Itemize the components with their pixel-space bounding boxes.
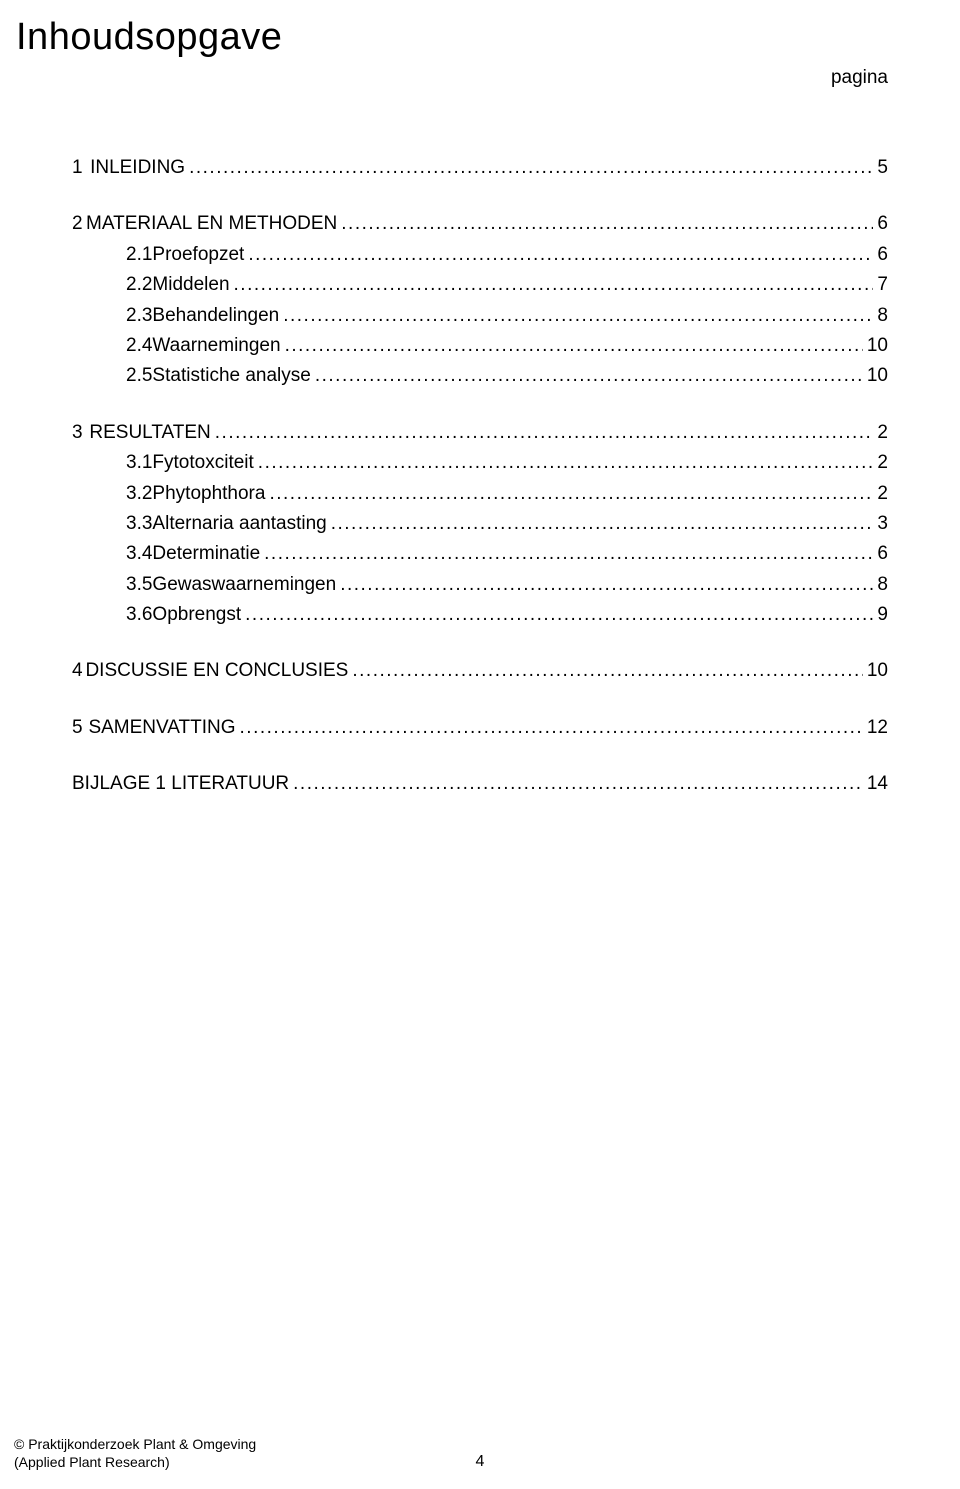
toc-entry-page: 2 (873, 448, 888, 478)
toc-leader-dots: ........................................… (336, 570, 873, 600)
toc-entry-number: 3 (72, 418, 89, 448)
toc-leader-dots: ........................................… (230, 270, 874, 300)
toc-entry-label: Waarnemingen (152, 331, 280, 361)
toc-entry-number: 2.5 (72, 361, 152, 391)
toc-entry-label: Fytotoxciteit (152, 448, 253, 478)
toc-row: 2.5Statistiche analyse..................… (72, 361, 888, 391)
toc-row: 5SAMENVATTING...........................… (72, 713, 888, 743)
toc-leader-dots: ........................................… (327, 509, 874, 539)
toc-row: 3.4Determinatie.........................… (72, 539, 888, 569)
toc-entry-number: 4 (72, 656, 85, 686)
toc-entry-page: 6 (873, 240, 888, 270)
toc-entry-label: Gewaswaarnemingen (152, 570, 336, 600)
toc-leader-dots: ........................................… (254, 448, 874, 478)
toc-leader-dots: ........................................… (265, 479, 873, 509)
toc-entry-number: 2.1 (72, 240, 152, 270)
toc-row: 3.1Fytotoxciteit........................… (72, 448, 888, 478)
toc-entry-number: 3.2 (72, 479, 152, 509)
toc-entry-page: 2 (873, 479, 888, 509)
toc-entry-number: 3.6 (72, 600, 152, 630)
toc-entry-number: 1 (72, 153, 90, 183)
toc-leader-dots: ........................................… (236, 713, 863, 743)
toc-entry-number: 2.4 (72, 331, 152, 361)
toc-entry-number: 2 (72, 209, 86, 239)
toc-entry-page: 5 (873, 153, 888, 183)
toc-leader-dots: ........................................… (241, 600, 873, 630)
toc-entry-page: 14 (863, 769, 888, 799)
toc-leader-dots: ........................................… (311, 361, 863, 391)
toc-entry-number: 3.3 (72, 509, 152, 539)
toc-row: 2.4Waarnemingen.........................… (72, 331, 888, 361)
toc-row: 2MATERIAAL EN METHODEN..................… (72, 209, 888, 239)
toc-entry-page: 9 (873, 600, 888, 630)
toc-entry-label: Determinatie (152, 539, 260, 569)
toc-entry-number: 3.4 (72, 539, 152, 569)
table-of-contents: 1INLEIDING..............................… (72, 153, 888, 800)
toc-entry-label: Statistiche analyse (152, 361, 310, 391)
toc-entry-page: 12 (863, 713, 888, 743)
toc-leader-dots: ........................................… (289, 769, 863, 799)
pagina-label: pagina (72, 67, 888, 89)
toc-row: 3RESULTATEN.............................… (72, 418, 888, 448)
toc-leader-dots: ........................................… (279, 301, 873, 331)
toc-row: 1INLEIDING..............................… (72, 153, 888, 183)
page-title: Inhoudsopgave (16, 16, 888, 59)
toc-entry-page: 10 (863, 361, 888, 391)
toc-entry-label: BIJLAGE 1 LITERATUUR (72, 769, 289, 799)
toc-entry-number: 3.1 (72, 448, 152, 478)
toc-entry-page: 2 (873, 418, 888, 448)
toc-leader-dots: ........................................… (281, 331, 863, 361)
toc-leader-dots: ........................................… (185, 153, 873, 183)
toc-entry-page: 7 (873, 270, 888, 300)
toc-leader-dots: ........................................… (211, 418, 874, 448)
footer-line-1: © Praktijkonderzoek Plant & Omgeving (14, 1436, 256, 1454)
toc-row: 2.2Middelen.............................… (72, 270, 888, 300)
toc-row: 4DISCUSSIE EN CONCLUSIES................… (72, 656, 888, 686)
toc-leader-dots: ........................................… (260, 539, 873, 569)
toc-leader-dots: ........................................… (348, 656, 863, 686)
toc-entry-label: Proefopzet (152, 240, 244, 270)
page: Inhoudsopgave pagina 1INLEIDING.........… (0, 0, 960, 1489)
toc-leader-dots: ........................................… (337, 209, 873, 239)
toc-entry-number: 5 (72, 713, 88, 743)
footer-page-number: 4 (0, 1453, 960, 1471)
toc-entry-label: SAMENVATTING (88, 713, 235, 743)
toc-entry-label: Behandelingen (152, 301, 279, 331)
toc-leader-dots: ........................................… (244, 240, 873, 270)
toc-entry-label: MATERIAAL EN METHODEN (86, 209, 337, 239)
toc-entry-page: 6 (873, 209, 888, 239)
toc-entry-page: 10 (863, 331, 888, 361)
toc-entry-label: Middelen (152, 270, 229, 300)
toc-entry-page: 3 (873, 509, 888, 539)
toc-entry-number: 2.3 (72, 301, 152, 331)
toc-row: 3.6Opbrengst............................… (72, 600, 888, 630)
toc-entry-number: 3.5 (72, 570, 152, 600)
toc-row: 2.3Behandelingen........................… (72, 301, 888, 331)
toc-entry-label: INLEIDING (90, 153, 185, 183)
toc-entry-label: Opbrengst (152, 600, 241, 630)
toc-row: BIJLAGE 1 LITERATUUR....................… (72, 769, 888, 799)
toc-row: 2.1Proefopzet...........................… (72, 240, 888, 270)
toc-row: 3.5Gewaswaarnemingen....................… (72, 570, 888, 600)
toc-row: 3.2Phytophthora.........................… (72, 479, 888, 509)
toc-entry-page: 6 (873, 539, 888, 569)
toc-entry-page: 8 (873, 570, 888, 600)
toc-entry-page: 10 (863, 656, 888, 686)
toc-entry-label: DISCUSSIE EN CONCLUSIES (85, 656, 348, 686)
toc-entry-label: Phytophthora (152, 479, 265, 509)
toc-entry-label: RESULTATEN (89, 418, 210, 448)
toc-entry-label: Alternaria aantasting (152, 509, 326, 539)
toc-entry-page: 8 (873, 301, 888, 331)
toc-row: 3.3Alternaria aantasting................… (72, 509, 888, 539)
toc-entry-number: 2.2 (72, 270, 152, 300)
